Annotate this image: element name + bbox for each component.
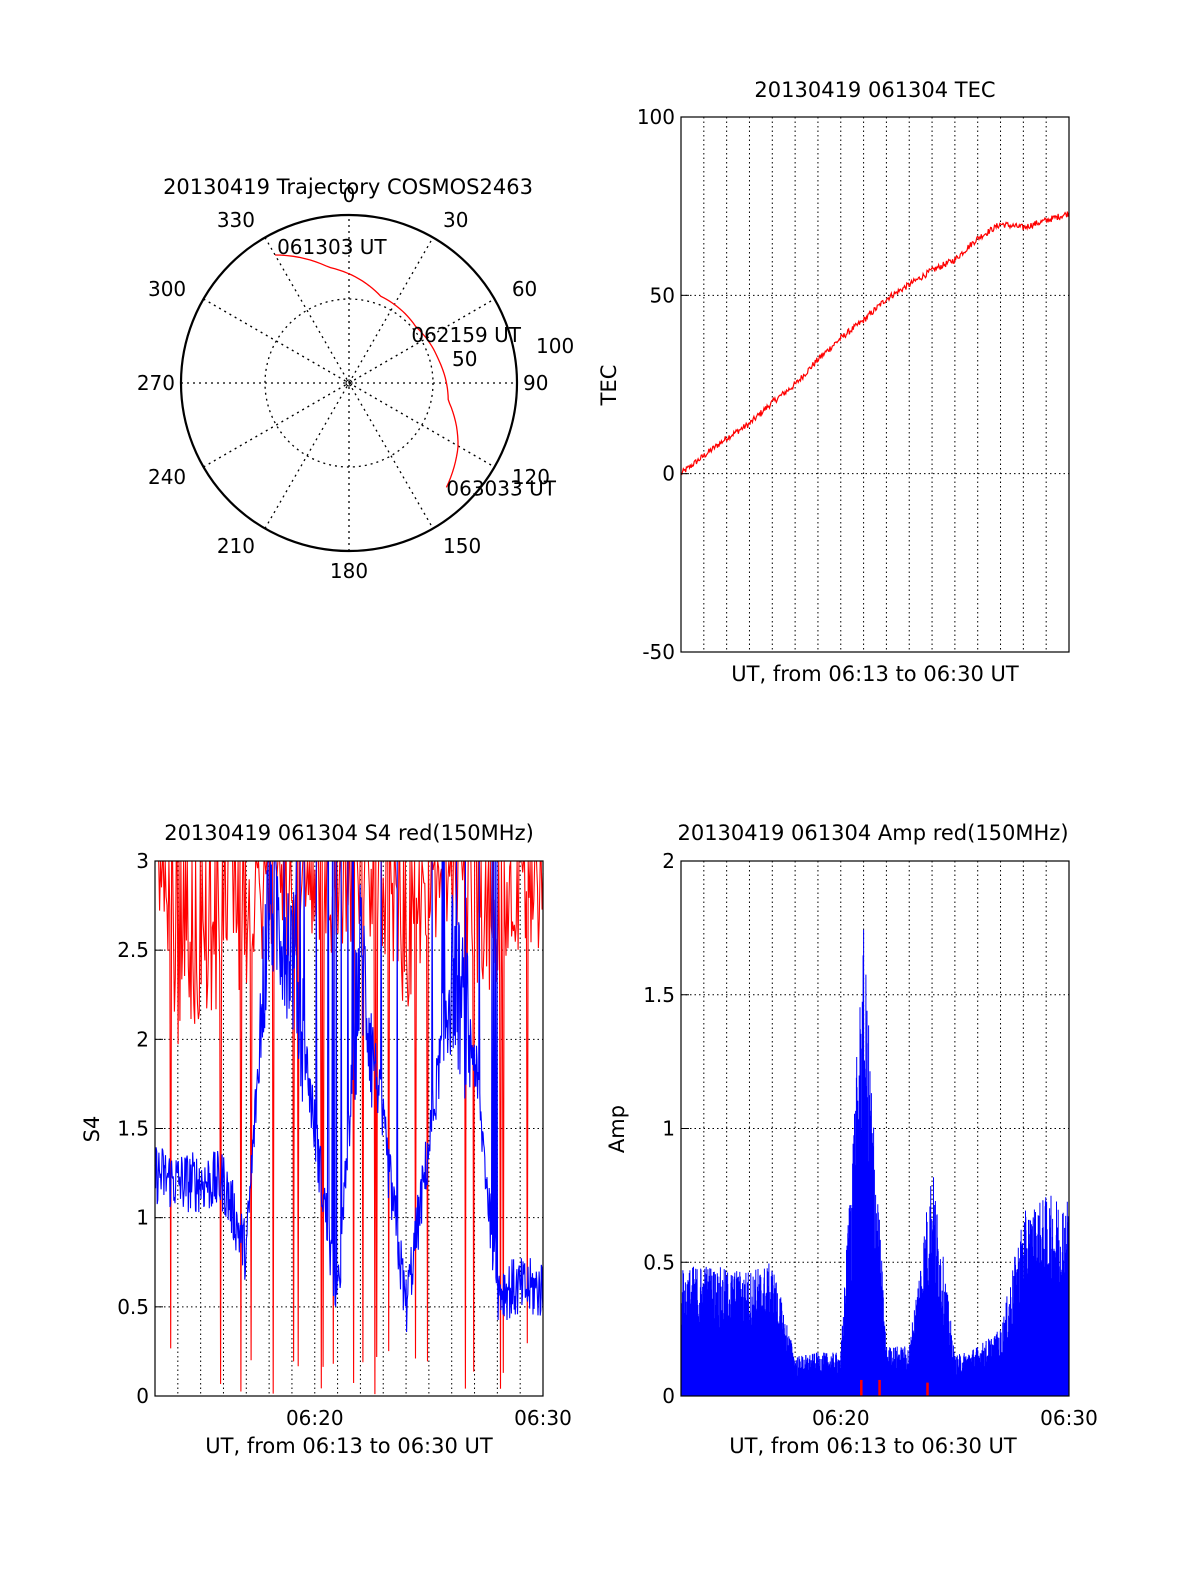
tec-series-line	[680, 211, 1070, 476]
s4-y-tick-label: 3	[136, 849, 149, 873]
s4-panel: 20130419 061304 S4 red(150MHz) 0 0.5 1 1.5 2…	[80, 821, 572, 1458]
tec-y-tick-label: 50	[650, 283, 675, 307]
s4-blue-series-line	[154, 860, 544, 1333]
amp-x-tick-labels: 06:20 06:30	[812, 1406, 1098, 1430]
polar-grid	[179, 213, 519, 553]
tec-grid	[681, 117, 1069, 652]
s4-x-tick-label: 06:30	[514, 1406, 572, 1430]
polar-angle-labels: 0 30 60 90 120 150 180 210 240 270 300 330	[137, 183, 550, 583]
amp-x-axis-label: UT, from 06:13 to 06:30 UT	[729, 1434, 1017, 1458]
polar-time-annotation: 063033 UT	[446, 476, 556, 500]
polar-angle-label: 30	[443, 208, 468, 232]
s4-y-tick-label: 2.5	[117, 938, 149, 962]
polar-angle-label: 300	[148, 277, 186, 301]
s4-grid	[155, 861, 543, 1396]
polar-angle-label: 270	[137, 371, 175, 395]
polar-angle-label: 90	[523, 371, 548, 395]
s4-y-tick-label: 2	[136, 1027, 149, 1051]
polar-series	[275, 254, 459, 488]
polar-radial-label: 100	[536, 334, 574, 358]
amp-panel: 20130419 061304 Amp red(150MHz) 0 0.5 1 1.5…	[605, 821, 1098, 1458]
polar-angle-label: 210	[217, 534, 255, 558]
polar-center-dot	[345, 379, 353, 387]
s4-x-tick-labels: 06:20 06:30	[286, 1406, 572, 1430]
s4-y-tick-label: 0.5	[117, 1295, 149, 1319]
polar-angle-label: 120	[512, 465, 550, 489]
tec-y-tick-label: 100	[637, 105, 675, 129]
tec-y-tick-labels: -50 0 50 100	[637, 105, 689, 664]
s4-y-axis-label: S4	[80, 1116, 104, 1143]
tec-y-axis-label: TEC	[597, 365, 621, 407]
polar-angle-label: 0	[343, 183, 356, 207]
tec-title: 20130419 061304 TEC	[754, 78, 995, 102]
amp-y-tick-label: 1.5	[643, 983, 675, 1007]
s4-y-tick-label: 1.5	[117, 1117, 149, 1141]
amp-x-tick-label: 06:30	[1040, 1406, 1098, 1430]
polar-angle-label: 60	[512, 277, 537, 301]
s4-y-tick-labels: 0 0.5 1 1.5 2 2.5 3	[117, 849, 163, 1408]
amp-blue-series-line	[680, 929, 1070, 1396]
polar-time-annotation: 062159 UT	[411, 323, 521, 347]
s4-y-tick-label: 0	[136, 1384, 149, 1408]
amp-series	[680, 929, 1070, 1396]
s4-y-tick-label: 1	[136, 1206, 149, 1230]
s4-series	[154, 860, 544, 1395]
polar-spoke	[264, 237, 434, 529]
polar-angle-label: 330	[217, 208, 255, 232]
polar-radial-label: 50	[452, 347, 477, 371]
amp-y-tick-labels: 0 0.5 1 1.5 2	[643, 849, 689, 1408]
amp-y-tick-label: 0.5	[643, 1250, 675, 1274]
s4-title: 20130419 061304 S4 red(150MHz)	[164, 821, 534, 845]
polar-angle-label: 180	[330, 559, 368, 583]
polar-angle-label: 240	[148, 465, 186, 489]
tec-panel: 20130419 061304 TEC -50 0 50 100 TEC UT, fr…	[597, 78, 1070, 686]
s4-x-tick-label: 06:20	[286, 1406, 344, 1430]
polar-time-annotation: 061303 UT	[277, 235, 387, 259]
tec-x-axis-label: UT, from 06:13 to 06:30 UT	[731, 662, 1019, 686]
amp-title: 20130419 061304 Amp red(150MHz)	[677, 821, 1068, 845]
amp-y-tick-label: 2	[662, 849, 675, 873]
s4-x-axis-label: UT, from 06:13 to 06:30 UT	[205, 1434, 493, 1458]
amp-y-tick-label: 0	[662, 1384, 675, 1408]
polar-annotations: 061303 UT 062159 UT 063033 UT	[277, 235, 557, 500]
polar-radial-labels: 50 100	[452, 334, 574, 371]
polar-angle-label: 150	[443, 534, 481, 558]
tec-series	[680, 211, 1070, 476]
polar-title: 20130419 Trajectory COSMOS2463	[163, 175, 533, 199]
amp-x-tick-label: 06:20	[812, 1406, 870, 1430]
amp-y-tick-label: 1	[662, 1117, 675, 1141]
tec-y-tick-label: 0	[662, 462, 675, 486]
polar-trajectory-panel: 20130419 Trajectory COSMOS2463 0 30 60 90 12…	[137, 175, 574, 583]
amp-y-axis-label: Amp	[605, 1105, 629, 1153]
polar-trajectory-line	[275, 254, 459, 488]
tec-plot-frame	[680, 116, 1070, 653]
tec-y-tick-label: -50	[642, 640, 675, 664]
